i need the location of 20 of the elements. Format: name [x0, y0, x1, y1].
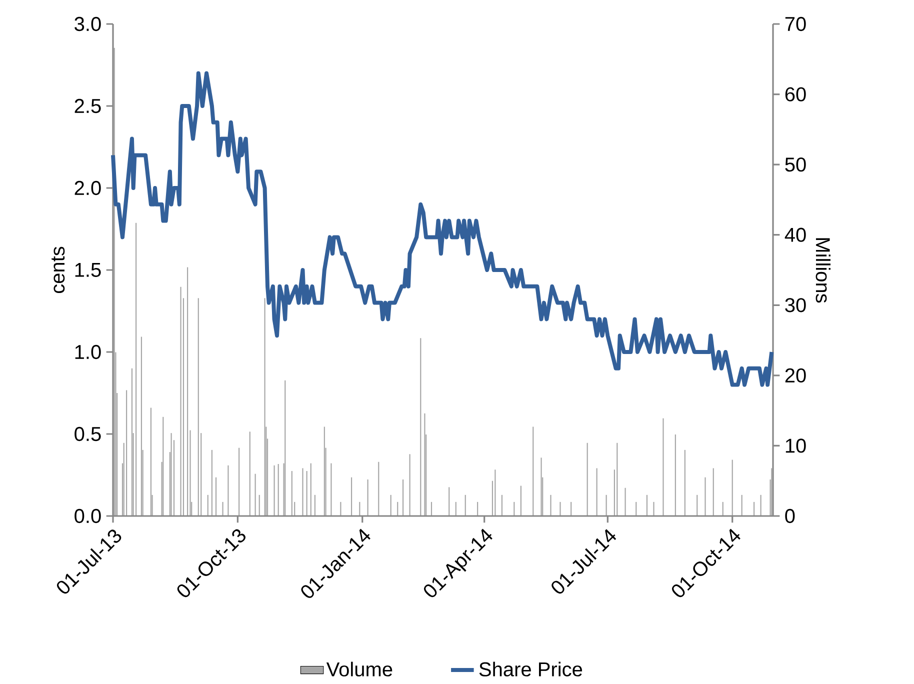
legend-label: Volume [326, 662, 392, 677]
y2-tick-label: 20 [785, 368, 806, 383]
y2-tick-label: 60 [785, 87, 806, 102]
y-tick-label: 2.5 [74, 99, 101, 114]
y2-tick-label: 40 [784, 228, 806, 242]
y-tick-label: 2.0 [74, 181, 101, 196]
y-tick-label: 1.0 [75, 345, 101, 360]
y-axis-title: cents [52, 247, 65, 294]
y2-tick-label: 50 [785, 158, 806, 172]
line-series [111, 71, 774, 388]
legend-label: Share Price [479, 662, 582, 677]
y2-tick-label: 70 [785, 17, 806, 32]
y2-tick-label: 10 [786, 438, 806, 453]
y-tick-label: 1.5 [75, 263, 101, 278]
y2-tick-label: 0 [785, 509, 795, 524]
y-tick-label: 0.0 [74, 509, 101, 524]
y2-axis-title: Millions [816, 238, 830, 303]
y-tick-label: 3.0 [74, 17, 101, 32]
y2-tick-label: 30 [785, 298, 806, 312]
y-tick-label: 0.5 [74, 427, 101, 442]
